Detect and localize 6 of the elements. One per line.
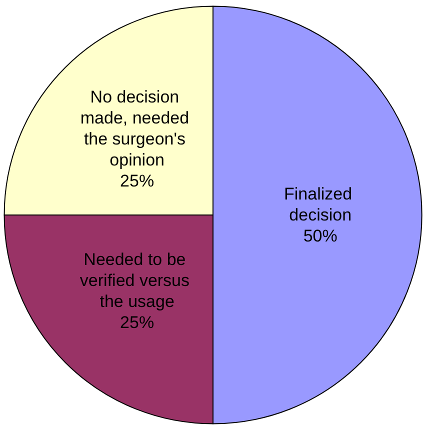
slice-label: Finalized decision xyxy=(284,184,357,224)
data-label: 50% xyxy=(303,226,338,246)
data-label: 25% xyxy=(120,312,154,332)
data-label: 25% xyxy=(120,172,154,191)
slice-label: No decision made, needed the surgeon's opinion xyxy=(80,88,194,170)
slice-label: Needed to be verified versus the usage xyxy=(80,250,194,311)
